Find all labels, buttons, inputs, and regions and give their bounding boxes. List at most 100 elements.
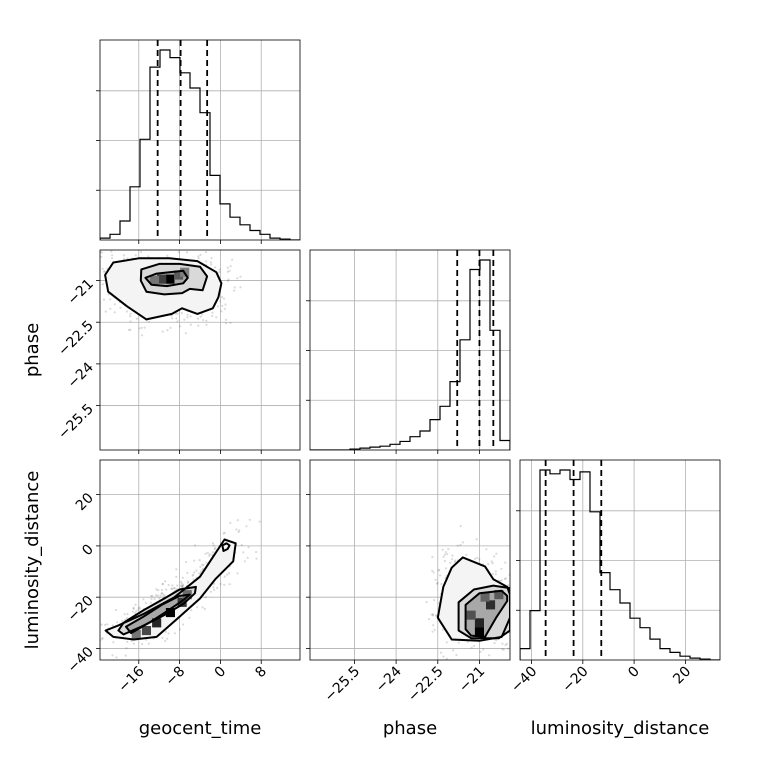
panel-luminosity-distance-vs-geocent-time-sample (97, 641, 99, 643)
panel-luminosity-distance-vs-phase-content (310, 460, 523, 660)
panel-phase-vs-geocent-time-sample (226, 270, 229, 273)
panel-phase-vs-geocent-time-sample (204, 251, 208, 254)
panel-phase-vs-geocent-time-sample (210, 256, 213, 260)
panel-phase-vs-geocent-time-sample (138, 327, 141, 330)
panel-luminosity-distance-vs-geocent-time-sample (131, 610, 134, 613)
panel-phase-vs-geocent-time-sample (223, 307, 226, 310)
panel-luminosity-distance-vs-geocent-time-sample (160, 588, 164, 592)
panel-luminosity-distance-vs-phase-sample (457, 641, 460, 644)
panel-phase-vs-geocent-time-sample (100, 251, 103, 254)
panel-luminosity-distance-vs-geocent-time-sample (126, 640, 129, 644)
panel-luminosity-distance-vs-phase-sample (504, 561, 507, 564)
hist-geocent-time-frame (99, 39, 301, 241)
panel-phase-vs-geocent-time-sample (205, 260, 208, 263)
panel-luminosity-distance-vs-phase-sample (431, 555, 434, 559)
panel-luminosity-distance-vs-geocent-time-yticklabel-0: 0 (79, 541, 97, 559)
panel-luminosity-distance-vs-geocent-time-sample (198, 572, 201, 575)
panel-luminosity-distance-vs-geocent-time-sample (153, 597, 156, 601)
panel-luminosity-distance-vs-geocent-time-sample (155, 588, 158, 591)
panel-luminosity-distance-vs-phase-sample (454, 559, 457, 562)
panel-luminosity-distance-vs-phase-sample (479, 650, 482, 653)
panel-phase-vs-geocent-time-sample (226, 266, 229, 269)
panel-luminosity-distance-vs-geocent-time-sample (181, 584, 184, 588)
panel-luminosity-distance-vs-geocent-time-sample (226, 573, 229, 576)
panel-luminosity-distance-vs-geocent-time-xticklabel-0: 0 (212, 664, 230, 682)
panel-luminosity-distance-vs-geocent-time-sample (180, 580, 183, 584)
panel-luminosity-distance-vs-geocent-time-sample (219, 582, 222, 586)
panel-luminosity-distance-vs-geocent-time-sample (150, 598, 153, 601)
panel-phase-vs-geocent-time-sample (128, 328, 131, 331)
panel-luminosity-distance-vs-phase-sample (445, 657, 448, 660)
panel-phase-vs-geocent-time-sample (219, 300, 222, 303)
panel-phase-vs-geocent-time-sample (200, 313, 204, 316)
panel-phase-vs-geocent-time-sample (143, 326, 146, 329)
panel-luminosity-distance-vs-geocent-time-sample (145, 602, 148, 605)
panel-phase-vs-geocent-time-sample (129, 312, 132, 315)
panel-luminosity-distance-vs-geocent-time-sample (186, 571, 189, 575)
panel-luminosity-distance-vs-phase-sample (470, 646, 473, 649)
panel-phase-vs-geocent-time-sample (189, 315, 192, 318)
panel-luminosity-distance-vs-phase-sample (501, 648, 504, 651)
panel-luminosity-distance-vs-geocent-time-sample (245, 525, 248, 528)
panel-phase-vs-geocent-time-sample (233, 286, 236, 289)
panel-luminosity-distance-vs-geocent-time-sample (216, 586, 219, 590)
panel-luminosity-distance-vs-phase-sample (443, 553, 446, 556)
panel-luminosity-distance-vs-phase-sample (461, 541, 464, 544)
panel-luminosity-distance-vs-geocent-time-sample (123, 613, 126, 616)
panel-phase-vs-geocent-time-sample (102, 298, 106, 301)
panel-luminosity-distance-vs-geocent-time-sample (124, 654, 127, 657)
panel-luminosity-distance-vs-phase-sample (435, 614, 438, 617)
panel-phase-vs-geocent-time-sample (209, 261, 212, 264)
hist-luminosity-distance-step (520, 469, 720, 660)
panel-luminosity-distance-vs-geocent-time-sample (151, 664, 153, 666)
panel-luminosity-distance-vs-geocent-time-sample (130, 639, 133, 643)
panel-luminosity-distance-vs-phase-sample (513, 597, 515, 599)
panel-luminosity-distance-vs-geocent-time-sample (240, 544, 243, 547)
panel-luminosity-distance-vs-geocent-time-sample (160, 592, 163, 595)
panel-luminosity-distance-vs-phase-sample (431, 614, 435, 617)
panel-luminosity-distance-vs-phase-sample (513, 591, 515, 593)
panel-luminosity-distance-vs-geocent-time-sample (204, 552, 207, 555)
panel-luminosity-distance-vs-geocent-time-sample (161, 636, 164, 640)
hist-luminosity-distance-xticklabel-0: 0 (625, 664, 643, 682)
panel-luminosity-distance-vs-geocent-time-sample (179, 584, 182, 587)
panel-luminosity-distance-vs-geocent-time-sample (167, 583, 170, 587)
panel-luminosity-distance-vs-phase-contour-middle (457, 584, 510, 640)
panel-luminosity-distance-vs-geocent-time-sample (193, 559, 196, 562)
panel-phase-vs-geocent-time-sample (88, 260, 90, 262)
panel-luminosity-distance-vs-geocent-time-sample (101, 637, 104, 640)
panel-phase-vs-geocent-time-sample (224, 318, 227, 321)
panel-phase-vs-geocent-time-sample (113, 311, 116, 314)
panel-luminosity-distance-vs-phase-sample (475, 538, 478, 541)
panel-luminosity-distance-vs-geocent-time-sample (158, 597, 161, 600)
panel-phase-vs-geocent-time-sample (122, 254, 125, 257)
panel-luminosity-distance-vs-geocent-time-sample (170, 587, 173, 590)
panel-luminosity-distance-vs-phase-sample (488, 654, 491, 657)
panel-luminosity-distance-vs-geocent-time-sample (206, 551, 209, 554)
panel-luminosity-distance-vs-geocent-time-yticklabel--40: −40 (65, 644, 97, 676)
panel-luminosity-distance-vs-geocent-time-sample (213, 588, 216, 591)
panel-phase-vs-geocent-time-sample (122, 257, 125, 261)
panel-luminosity-distance-vs-geocent-time-sample (121, 620, 124, 623)
panel-luminosity-distance-vs-geocent-time-sample (202, 563, 205, 567)
panel-luminosity-distance-vs-geocent-time-sample (140, 642, 144, 646)
axis-labels-layer: geocent_time phase luminosity_distance p… (22, 323, 709, 739)
panel-phase-vs-geocent-time-sample (166, 254, 169, 257)
panel-phase-vs-geocent-time-sample (227, 278, 230, 281)
panel-luminosity-distance-vs-phase-bin-1 (474, 618, 484, 628)
panel-phase-vs-geocent-time-sample (228, 269, 231, 272)
panel-phase-vs-geocent-time-sample (218, 268, 221, 271)
panel-phase-vs-geocent-time-sample (101, 267, 104, 270)
panel-luminosity-distance-vs-phase-xticklabel--21: −21 (456, 664, 488, 696)
panel-phase-vs-geocent-time-sample (210, 263, 213, 266)
panel-phase-vs-geocent-time-sample (197, 255, 200, 258)
panel-luminosity-distance-vs-phase-sample (521, 583, 523, 585)
panel-phase-vs-geocent-time-contour-outer (104, 257, 223, 321)
panel-luminosity-distance-vs-phase-sample (451, 554, 454, 557)
panel-luminosity-distance-vs-geocent-time-sample (223, 575, 226, 578)
panel-luminosity-distance-vs-phase-sample (447, 548, 450, 551)
panel-luminosity-distance-vs-phase-sample (449, 561, 452, 564)
panel-phase-vs-geocent-time-sample (175, 317, 178, 320)
panel-luminosity-distance-vs-geocent-time-sample (132, 606, 135, 610)
panel-luminosity-distance-vs-geocent-time-sample (211, 542, 215, 545)
